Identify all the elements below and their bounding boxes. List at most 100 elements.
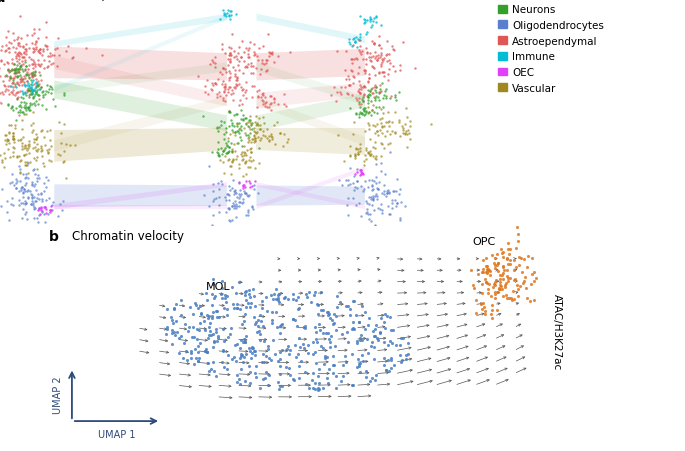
Point	[223, 87, 234, 94]
Point	[234, 179, 245, 186]
Point	[16, 63, 27, 70]
Point	[369, 221, 380, 229]
Point	[25, 86, 36, 93]
Point	[238, 359, 249, 366]
Point	[245, 149, 256, 156]
Point	[256, 60, 267, 67]
Point	[495, 272, 506, 279]
Point	[488, 281, 499, 288]
Point	[247, 343, 258, 350]
Point	[353, 88, 364, 95]
Point	[496, 282, 507, 290]
Point	[371, 104, 382, 111]
Point	[342, 212, 353, 219]
Point	[0, 51, 1, 59]
Point	[347, 92, 358, 99]
Point	[219, 119, 229, 126]
Polygon shape	[256, 83, 365, 109]
Point	[369, 84, 379, 92]
Point	[229, 71, 240, 78]
Point	[262, 126, 273, 133]
Point	[252, 190, 263, 197]
Point	[258, 92, 269, 100]
Point	[293, 375, 304, 382]
Point	[384, 190, 395, 198]
Point	[257, 91, 268, 98]
Point	[168, 320, 179, 327]
Point	[365, 86, 376, 93]
Point	[216, 151, 227, 158]
Point	[475, 300, 486, 308]
Point	[21, 145, 32, 152]
Point	[12, 52, 23, 59]
Point	[40, 206, 51, 213]
Point	[403, 340, 414, 347]
Point	[522, 263, 533, 271]
Point	[247, 70, 258, 78]
Point	[229, 129, 240, 136]
Polygon shape	[256, 167, 365, 210]
Point	[395, 342, 406, 349]
Point	[309, 379, 320, 387]
Point	[27, 65, 38, 73]
Point	[208, 196, 219, 203]
Point	[8, 145, 19, 152]
Point	[218, 97, 229, 104]
Point	[21, 107, 32, 115]
Point	[365, 193, 376, 201]
Point	[8, 75, 19, 83]
Point	[32, 141, 42, 148]
Point	[221, 150, 232, 157]
Point	[7, 179, 18, 186]
Point	[358, 99, 369, 106]
Point	[503, 240, 514, 248]
Point	[369, 333, 380, 340]
Point	[363, 120, 374, 127]
Point	[355, 37, 366, 45]
Point	[269, 350, 280, 358]
Point	[19, 57, 30, 64]
Point	[0, 82, 10, 89]
Point	[26, 40, 37, 47]
Point	[3, 129, 14, 137]
Point	[244, 291, 255, 299]
Point	[21, 200, 32, 207]
Point	[0, 99, 4, 106]
Point	[226, 147, 237, 155]
Point	[220, 153, 231, 161]
Point	[216, 285, 227, 292]
Point	[12, 69, 23, 76]
Point	[308, 339, 319, 346]
Point	[20, 182, 31, 189]
Point	[8, 182, 19, 189]
Point	[217, 65, 228, 73]
Point	[398, 130, 409, 137]
Point	[182, 328, 193, 335]
Point	[376, 142, 387, 149]
Point	[482, 269, 493, 276]
Point	[40, 219, 51, 226]
Point	[334, 177, 345, 184]
Point	[239, 150, 250, 157]
Point	[477, 281, 488, 288]
Point	[17, 143, 28, 150]
Point	[8, 61, 19, 69]
Point	[245, 304, 256, 311]
Point	[377, 190, 388, 197]
Point	[361, 62, 372, 69]
Point	[3, 123, 14, 130]
Point	[216, 46, 227, 53]
Point	[210, 60, 221, 68]
Point	[354, 335, 365, 342]
Point	[370, 326, 381, 333]
Point	[381, 366, 392, 373]
Point	[17, 55, 28, 62]
Point	[20, 67, 31, 74]
Point	[3, 130, 14, 137]
Point	[364, 109, 375, 116]
Point	[288, 377, 299, 384]
Point	[384, 66, 395, 73]
Point	[302, 342, 313, 349]
Point	[23, 143, 34, 151]
Point	[385, 140, 396, 147]
